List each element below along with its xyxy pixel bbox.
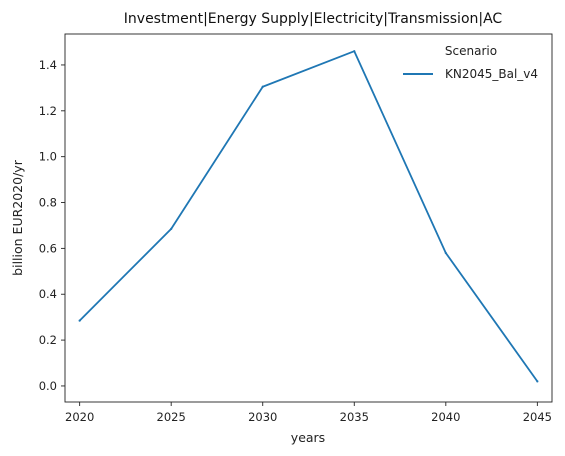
- y-tick-label: 1.4: [39, 58, 57, 72]
- plot-area-frame: [64, 33, 553, 403]
- data-point: [536, 380, 539, 383]
- data-point: [78, 319, 81, 322]
- y-tick-label: 0.6: [39, 241, 57, 255]
- x-tick-label: 2035: [340, 410, 369, 424]
- x-axis-label: years: [291, 430, 325, 445]
- x-tick-label: 2025: [157, 410, 186, 424]
- y-axis: 0.0 0.2 0.4 0.6 0.8 1.0 1.2 1.4: [39, 58, 65, 393]
- y-axis-label: billion EUR2020/yr: [10, 159, 25, 276]
- y-tick-label: 1.2: [39, 104, 57, 118]
- series-line: [79, 50, 539, 382]
- legend-title: Scenario: [445, 44, 497, 58]
- legend-entry-label: KN2045_Bal_v4: [445, 67, 538, 81]
- x-axis: 2020 2025 2030 2035 2040 2045: [65, 402, 552, 424]
- data-point: [170, 227, 173, 230]
- chart-title: Investment|Energy Supply|Electricity|Tra…: [124, 11, 503, 27]
- data-point: [353, 50, 356, 53]
- data-point: [444, 251, 447, 255]
- y-tick-label: 0.4: [39, 287, 57, 301]
- y-tick-label: 0.8: [39, 196, 57, 210]
- y-tick-label: 0.0: [39, 379, 57, 393]
- legend: Scenario KN2045_Bal_v4: [403, 44, 538, 81]
- y-tick-label: 1.0: [39, 150, 57, 164]
- x-tick-label: 2020: [65, 410, 94, 424]
- x-tick-label: 2040: [431, 410, 460, 424]
- y-tick-label: 0.2: [39, 333, 57, 347]
- x-tick-label: 2030: [248, 410, 277, 424]
- series-layer: [78, 50, 539, 383]
- data-point: [261, 85, 264, 88]
- x-tick-label: 2045: [523, 410, 552, 424]
